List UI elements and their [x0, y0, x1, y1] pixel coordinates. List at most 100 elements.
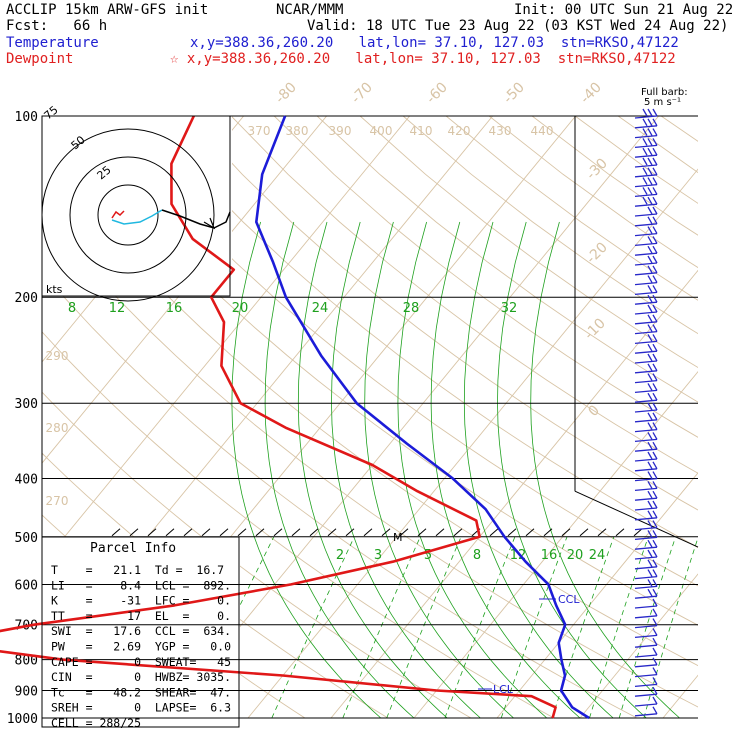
wind-barb: [634, 134, 658, 139]
mixing-ratio-line: [386, 536, 462, 719]
wind-barb-flag: [652, 441, 658, 450]
wind-barb-flag: [652, 334, 658, 342]
moist-adiabat-line: [364, 221, 514, 719]
isotherm-label: -10: [581, 315, 608, 342]
wind-barb-flag: [652, 608, 658, 617]
mixing-ratio-label: 16: [166, 301, 183, 316]
wind-barb-flag: [652, 490, 658, 499]
dry-adiabat-line: [273, 116, 698, 438]
pressure-label: 400: [15, 472, 38, 487]
wind-barb-flag: [652, 647, 658, 656]
wind-barb-flag: [652, 265, 658, 274]
wind-barb-flag: [642, 196, 648, 205]
wind-barb: [634, 252, 658, 256]
stability-tick: [291, 528, 301, 537]
wind-barb-flag: [652, 569, 658, 577]
mixing-ratio-label: 20: [232, 301, 249, 316]
parcel-info-row: CELL = 288/25: [51, 716, 141, 730]
wind-barb: [634, 125, 658, 129]
wind-barb-flag: [647, 559, 653, 568]
dry-adiabat-line: [359, 116, 698, 369]
wind-barb-flag: [652, 451, 658, 460]
theta-label: 410: [410, 124, 433, 138]
wind-barb-flag: [647, 412, 653, 421]
forecast-hour: Fcst: 66 h: [6, 18, 108, 34]
wind-barb-flag: [652, 461, 658, 470]
stability-tick: [201, 528, 211, 537]
wind-barb-flag: [647, 206, 653, 215]
wind-barb-flag: [652, 559, 658, 568]
theta-label: 440: [531, 124, 554, 138]
wind-barb-flag: [652, 422, 658, 430]
wind-barb: [634, 566, 658, 570]
theta-label: 430: [489, 124, 512, 138]
stability-tick: [579, 528, 589, 537]
wind-barb-flag: [647, 314, 653, 323]
wind-barb: [634, 370, 658, 374]
wind-barb: [634, 242, 658, 247]
wind-barb-flag: [647, 353, 653, 362]
wind-barb-flag: [642, 177, 648, 185]
stability-tick: [309, 528, 319, 537]
moist-adiabat-line: [530, 221, 680, 719]
hodograph-trace: [111, 209, 163, 225]
temperature-legend: Temperature: [6, 35, 99, 51]
theta-label: 270: [46, 494, 69, 508]
stability-tick: [543, 528, 553, 537]
wind-barb: [634, 468, 658, 472]
wind-barb-flag: [652, 520, 658, 528]
wind-barb: [634, 605, 658, 609]
wind-barb: [634, 213, 658, 217]
wind-barb-flag: [647, 373, 653, 381]
wind-barb-flag: [652, 392, 658, 401]
wind-barb-flag: [642, 108, 648, 117]
wind-barb-flag: [652, 549, 658, 558]
wind-barb: [634, 399, 658, 403]
hodograph-background: [42, 116, 232, 296]
moist-adiabat-line: [331, 221, 481, 719]
pressure-label: 1000: [7, 712, 38, 727]
wind-barb: [634, 575, 658, 580]
wind-barb-flag: [652, 373, 658, 381]
isotherm-line: [662, 674, 698, 719]
storm-motion-arrow: [203, 217, 216, 230]
hodograph-low-trace: [111, 210, 125, 219]
stability-tick: [327, 528, 337, 537]
wind-barb-flag: [647, 530, 653, 538]
parcel-info-row: SWI = 17.6 CCL = 634.: [51, 624, 231, 638]
stability-tick: [111, 528, 121, 537]
wind-barb-flag: [652, 588, 658, 597]
mixing-ratio-label: 8: [473, 548, 481, 563]
wind-barb: [634, 330, 658, 335]
isotherm-label: -50: [500, 79, 527, 106]
mixing-ratio-label: 24: [589, 548, 606, 563]
parcel-info: Parcel Info T = 21.1 Td = 16.7LI = 8.4 LC…: [41, 536, 240, 730]
isotherm-line: [413, 370, 698, 719]
dry-adiabat-line: [42, 210, 698, 708]
dry-adiabat-line: [42, 150, 698, 667]
wind-barb-flag: [647, 118, 653, 127]
wind-barb-flag: [642, 157, 648, 166]
wind-barb: [634, 144, 658, 149]
wind-barb-flag: [652, 539, 658, 548]
wind-barb-flag: [647, 226, 653, 234]
wind-barb-flag: [652, 343, 658, 352]
wind-barb-flag: [647, 216, 653, 225]
wind-barb-flag: [647, 324, 653, 332]
wind-barb-flag: [652, 432, 658, 440]
mixing-ratio-label: 20: [567, 548, 584, 563]
isotherm-line: [164, 116, 659, 719]
wind-barb-flag: [647, 451, 653, 460]
wind-barb-flag: [652, 147, 658, 156]
wind-barb-flag: [647, 363, 653, 372]
stability-tick: [597, 528, 607, 537]
wind-barb-flag: [642, 118, 648, 127]
hodograph-units: kts: [46, 283, 63, 296]
moist-adiabat-line: [397, 221, 548, 719]
wind-barb-flag: [652, 236, 658, 244]
wind-barb-flag: [647, 510, 653, 519]
wind-barb-flag: [647, 579, 653, 587]
wind-barb-flag: [647, 500, 653, 509]
